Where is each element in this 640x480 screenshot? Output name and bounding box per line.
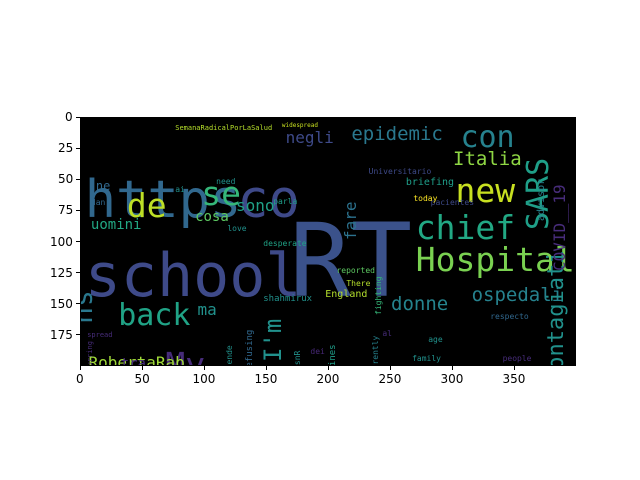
word-76: dan	[90, 197, 106, 207]
word-54: Universitario	[368, 166, 432, 176]
word-14: My	[165, 345, 206, 366]
word-30: sono	[236, 195, 275, 215]
word-57: age	[428, 334, 443, 344]
word-74: widespread	[281, 121, 318, 129]
word-28: fare	[340, 201, 360, 240]
y-tick-label-1: 25	[58, 141, 74, 156]
word-63: people	[502, 353, 532, 363]
word-13: con	[460, 119, 515, 155]
word-3: https	[84, 170, 242, 231]
word-24: ospedali	[471, 284, 564, 307]
word-48: fighting	[373, 276, 383, 315]
word-46: LtHijhsnR	[293, 351, 302, 365]
word-23: donne	[391, 292, 449, 315]
word-50: There	[346, 278, 371, 288]
word-44: refusing	[244, 329, 255, 366]
word-8: Hospital	[415, 239, 575, 279]
wordcloud-plot-area: COVIDRTschoolhttpscocaseclosurecoronavir…	[80, 117, 576, 366]
word-47: respecto	[490, 312, 529, 322]
y-tick-mark-7	[76, 334, 80, 336]
word-20: negli	[285, 128, 334, 148]
word-52: pacientes	[430, 197, 475, 207]
x-tick-label-4: 200	[316, 372, 340, 386]
word-43: Philippines	[328, 345, 338, 365]
word-80: parla	[273, 196, 298, 206]
x-tick-mark-3	[265, 366, 267, 370]
word-34: tra	[120, 356, 146, 366]
word-27: RobertaRab	[88, 352, 185, 366]
word-18: epidemic	[351, 123, 443, 146]
y-tick-label-6: 150	[50, 296, 73, 311]
word-17: su	[80, 289, 103, 324]
x-tick-mark-7	[513, 366, 515, 370]
x-tick-label-6: 300	[440, 372, 464, 386]
word-73: SemanaRadicalPorLaSalud	[175, 124, 273, 133]
word-77: al	[382, 328, 392, 338]
x-tick-mark-6	[451, 366, 453, 370]
word-9: chief	[415, 208, 516, 248]
x-tick-mark-5	[389, 366, 391, 370]
word-53: desperate	[263, 239, 307, 248]
y-tick-label-3: 75	[58, 203, 74, 218]
word-49: reported	[336, 266, 375, 276]
word-19: Italia	[453, 148, 522, 171]
y-tick-label-2: 50	[58, 172, 74, 187]
word-15: back	[118, 298, 191, 333]
y-tick-mark-4	[76, 241, 80, 242]
word-51: currently	[371, 336, 381, 366]
word-22: I'm	[258, 318, 287, 363]
word-33: ne	[95, 179, 111, 194]
y-tick-mark-1	[76, 147, 80, 149]
word-37: England	[325, 288, 368, 300]
x-tick-label-7: 350	[502, 372, 526, 386]
word-10: new	[455, 171, 516, 211]
y-tick-mark-5	[76, 272, 80, 274]
word-82: spread	[87, 331, 113, 340]
word-45: shahmirux	[263, 293, 313, 304]
y-tick-label-5: 125	[50, 265, 73, 280]
x-tick-mark-4	[327, 366, 329, 370]
x-tick-label-2: 100	[192, 372, 216, 386]
word-78: ai	[175, 185, 185, 195]
word-32: uomini	[90, 216, 142, 233]
y-tick-label-4: 100	[50, 234, 73, 249]
y-tick-mark-0	[76, 116, 80, 118]
word-11: se	[201, 173, 242, 213]
word-29: ma	[197, 300, 217, 320]
x-tick-label-0: 0	[76, 372, 84, 386]
word-1: RT	[289, 202, 413, 322]
word-72: atiende	[225, 345, 235, 366]
y-tick-label-0: 0	[65, 110, 73, 124]
x-tick-label-3: 150	[254, 372, 278, 386]
word-56: family	[412, 353, 441, 363]
word-81: dei	[310, 347, 325, 357]
y-tick-mark-3	[76, 209, 80, 211]
word-75: need	[216, 176, 236, 186]
word-38: briefing	[405, 176, 455, 188]
x-tick-mark-1	[141, 366, 143, 370]
word-69: Occurring	[86, 341, 95, 366]
x-tick-label-1: 50	[134, 372, 150, 386]
x-tick-mark-0	[79, 366, 81, 370]
word-4: co	[237, 170, 300, 231]
y-tick-mark-2	[76, 178, 80, 180]
y-tick-label-7: 175	[50, 327, 73, 342]
word-26: COVID__19	[550, 184, 570, 272]
x-tick-label-5: 250	[378, 372, 402, 386]
word-79: love	[227, 224, 247, 234]
word-2: school	[84, 241, 302, 312]
word-12: de	[126, 185, 167, 225]
word-36: advisor	[536, 179, 548, 222]
y-tick-mark-6	[76, 303, 80, 305]
x-tick-mark-2	[203, 366, 205, 370]
word-55: today	[413, 194, 438, 204]
word-31: cosa	[195, 209, 229, 226]
